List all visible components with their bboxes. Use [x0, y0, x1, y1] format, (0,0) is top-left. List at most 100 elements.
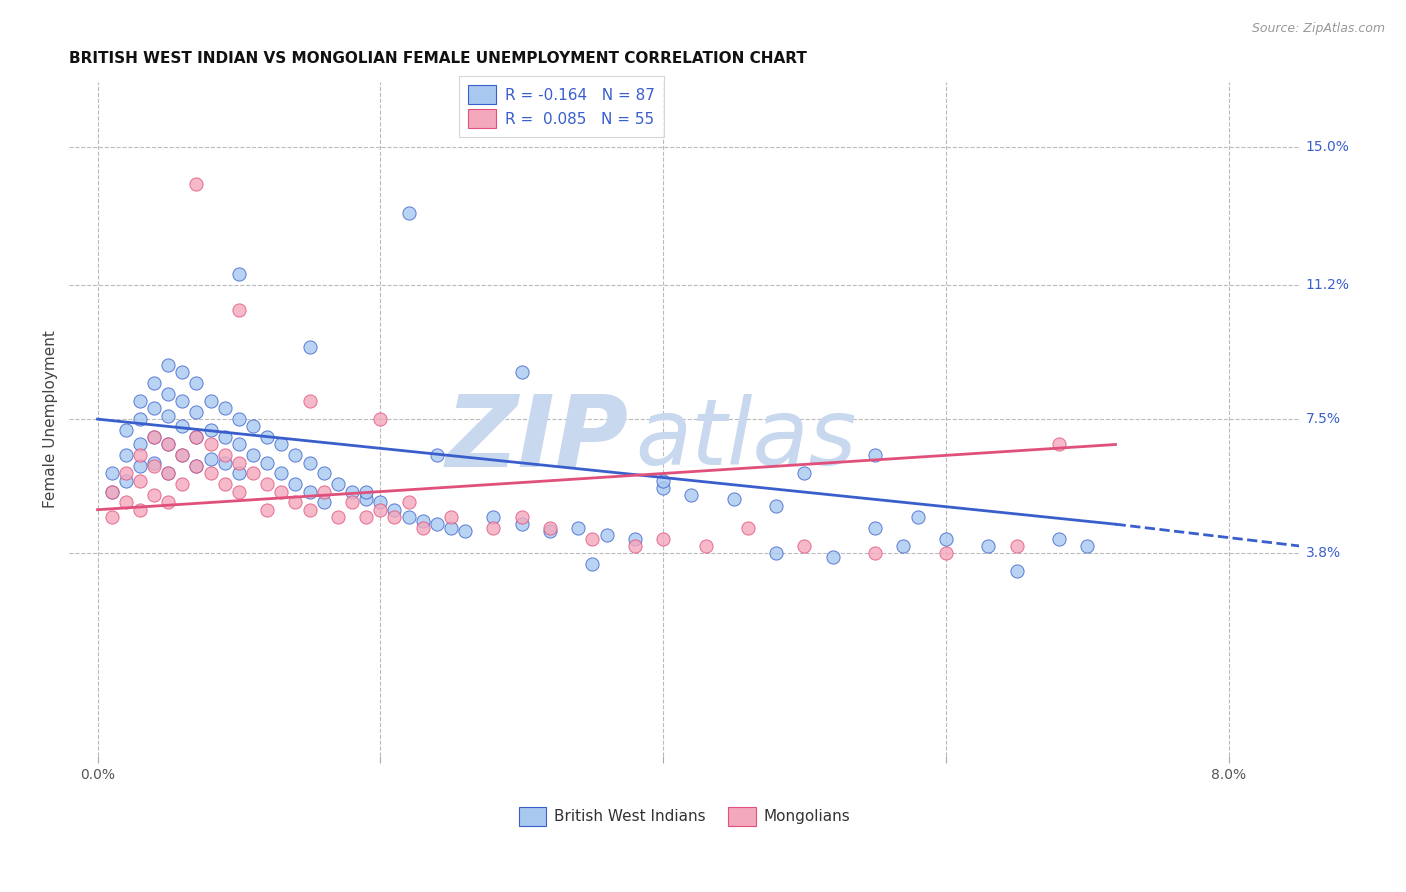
Point [454, 524, 477, 539]
Point [114, 467, 136, 481]
Legend: British West Indians, Mongolians: British West Indians, Mongolians [512, 801, 856, 831]
Point [681, 488, 703, 502]
Text: ZIP: ZIP [446, 391, 628, 488]
Point [270, 484, 292, 499]
Point [129, 437, 152, 451]
Point [100, 484, 122, 499]
Point [510, 517, 533, 532]
Point [765, 546, 787, 560]
Point [482, 521, 505, 535]
Point [129, 412, 152, 426]
Point [907, 510, 929, 524]
Point [157, 409, 180, 423]
Point [186, 376, 208, 390]
Point [256, 430, 278, 444]
Point [214, 401, 236, 416]
Point [214, 456, 236, 470]
Point [186, 459, 208, 474]
Text: 7.5%: 7.5% [1306, 412, 1340, 426]
Point [114, 448, 136, 462]
Point [157, 437, 180, 451]
Point [200, 467, 222, 481]
Point [482, 510, 505, 524]
Point [298, 340, 321, 354]
Point [412, 514, 434, 528]
Point [228, 484, 250, 499]
Point [214, 477, 236, 491]
Point [581, 557, 603, 571]
Point [510, 365, 533, 379]
Point [157, 467, 180, 481]
Point [157, 386, 180, 401]
Point [538, 521, 561, 535]
Point [186, 430, 208, 444]
Point [228, 437, 250, 451]
Point [723, 491, 745, 506]
Point [284, 448, 307, 462]
Point [129, 474, 152, 488]
Point [270, 437, 292, 451]
Point [935, 532, 957, 546]
Point [157, 437, 180, 451]
Point [595, 528, 617, 542]
Text: BRITISH WEST INDIAN VS MONGOLIAN FEMALE UNEMPLOYMENT CORRELATION CHART: BRITISH WEST INDIAN VS MONGOLIAN FEMALE … [69, 51, 807, 66]
Point [340, 495, 363, 509]
Point [143, 430, 166, 444]
Point [538, 524, 561, 539]
Point [129, 448, 152, 462]
Point [695, 539, 717, 553]
Point [298, 502, 321, 516]
Point [186, 177, 208, 191]
Point [200, 452, 222, 467]
Point [821, 549, 844, 564]
Point [143, 401, 166, 416]
Point [368, 495, 391, 509]
Point [143, 456, 166, 470]
Point [228, 456, 250, 470]
Point [172, 419, 194, 434]
Point [242, 467, 264, 481]
Point [284, 477, 307, 491]
Point [440, 510, 463, 524]
Point [157, 358, 180, 372]
Point [398, 205, 420, 219]
Point [172, 365, 194, 379]
Point [157, 495, 180, 509]
Point [143, 430, 166, 444]
Point [977, 539, 1000, 553]
Point [129, 502, 152, 516]
Point [893, 539, 915, 553]
Point [1005, 564, 1028, 578]
Point [737, 521, 759, 535]
Point [270, 467, 292, 481]
Point [284, 495, 307, 509]
Point [326, 477, 349, 491]
Point [186, 430, 208, 444]
Point [793, 539, 815, 553]
Point [368, 502, 391, 516]
Text: atlas: atlas [636, 394, 856, 484]
Point [1005, 539, 1028, 553]
Point [242, 448, 264, 462]
Point [624, 539, 647, 553]
Point [172, 448, 194, 462]
Point [242, 419, 264, 434]
Point [100, 484, 122, 499]
Point [100, 467, 122, 481]
Point [340, 484, 363, 499]
Text: 3.8%: 3.8% [1306, 546, 1341, 560]
Point [863, 521, 886, 535]
Point [298, 394, 321, 409]
Point [863, 448, 886, 462]
Point [368, 412, 391, 426]
Point [256, 456, 278, 470]
Point [200, 437, 222, 451]
Point [129, 459, 152, 474]
Point [354, 484, 377, 499]
Point [793, 467, 815, 481]
Point [114, 423, 136, 437]
Point [581, 532, 603, 546]
Point [1076, 539, 1098, 553]
Point [172, 448, 194, 462]
Y-axis label: Female Unemployment: Female Unemployment [44, 330, 58, 508]
